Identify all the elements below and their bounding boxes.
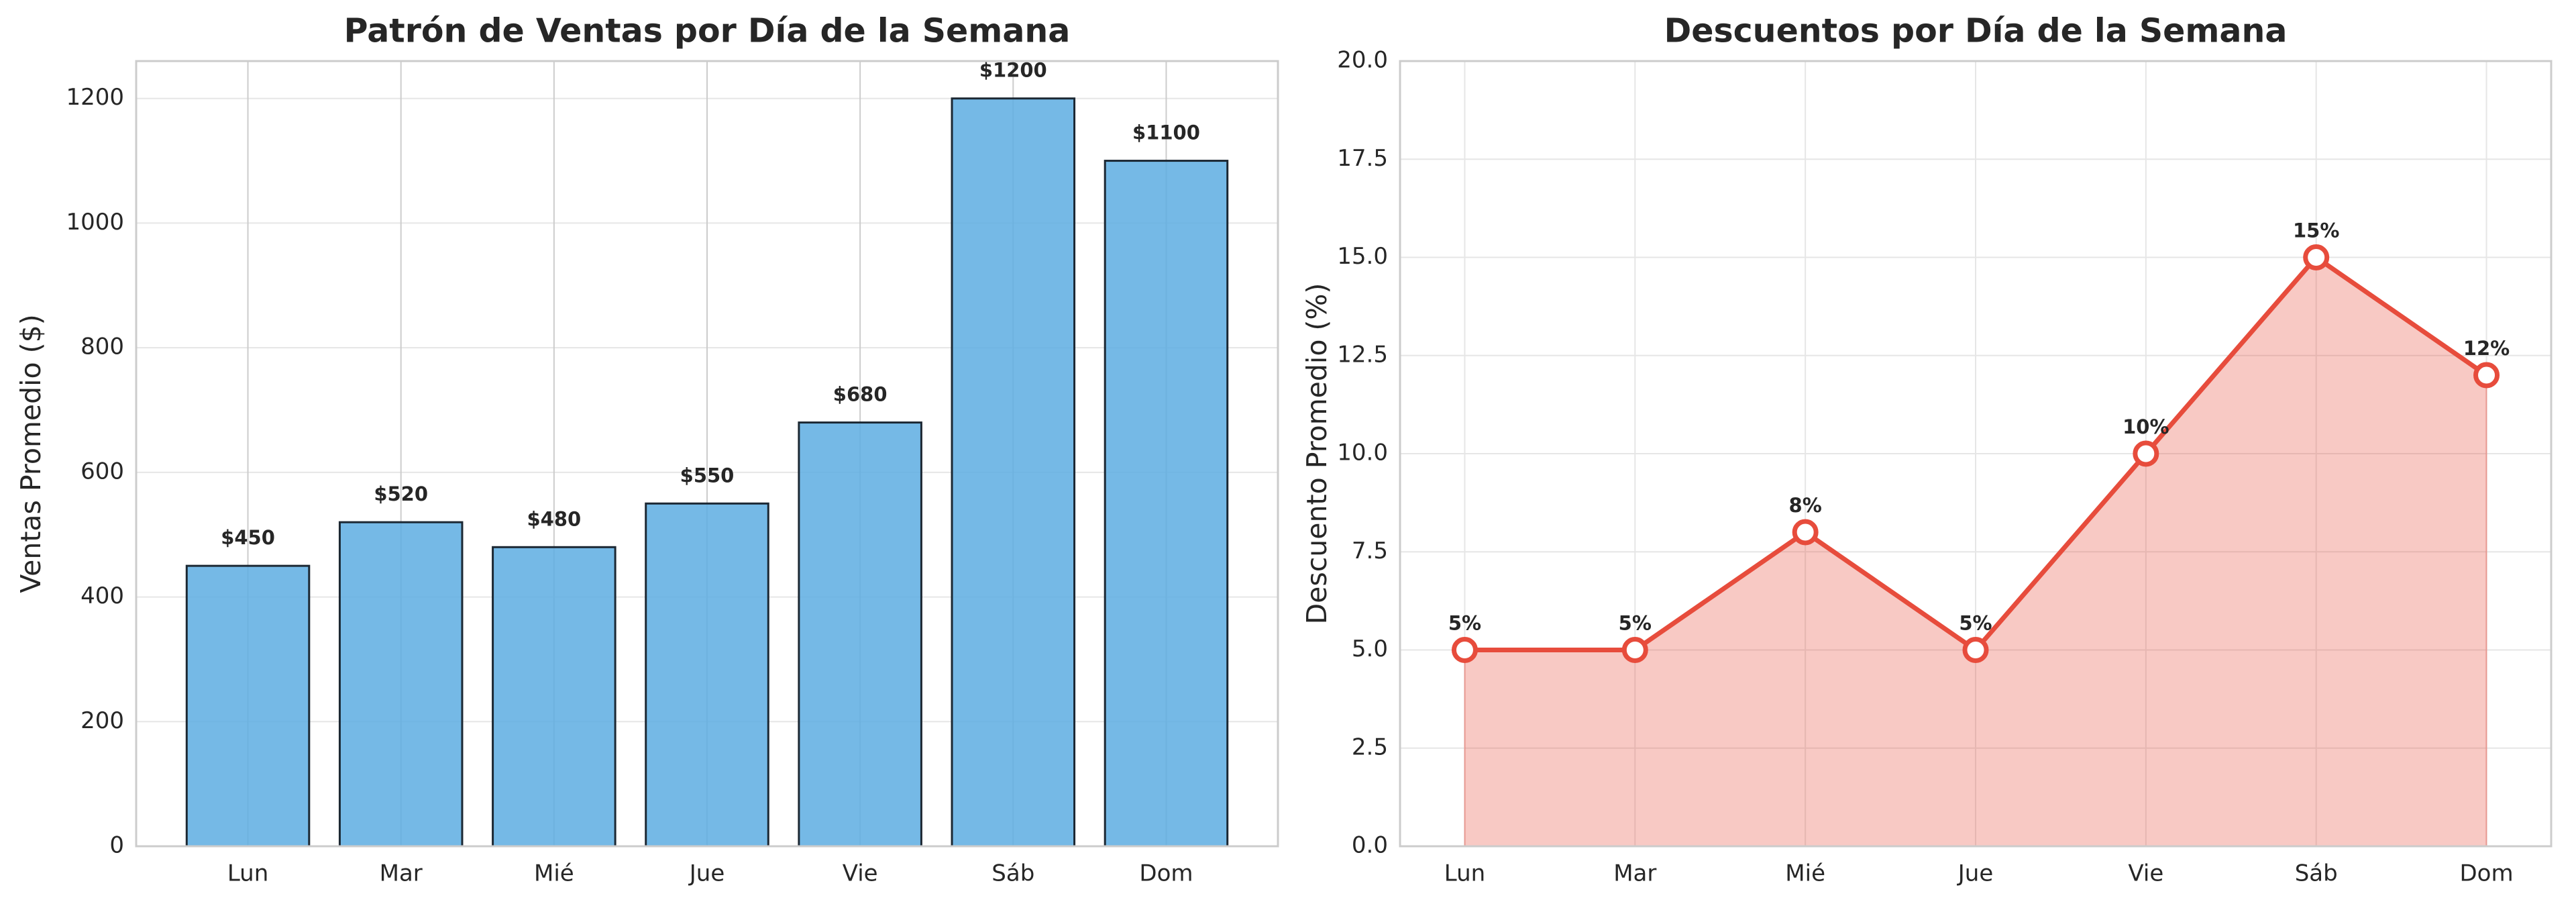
y-tick-label: 200: [80, 707, 124, 734]
bar: [645, 502, 769, 848]
x-tick-label: Mié: [534, 860, 574, 887]
value-label: 15%: [2293, 219, 2339, 242]
value-label: 5%: [1448, 612, 1481, 635]
value-label: 12%: [2463, 337, 2510, 360]
y-axis-label: Ventas Promedio ($): [15, 314, 47, 593]
bar: [492, 546, 616, 848]
x-tick-label: Sáb: [2295, 860, 2338, 887]
value-label: 10%: [2123, 415, 2169, 438]
y-tick-label: 600: [80, 458, 124, 485]
y-axis-label: Descuento Promedio (%): [1301, 283, 1333, 625]
plot-frame: [135, 60, 1279, 848]
x-tick-label: Mar: [1613, 860, 1656, 887]
y-tick-label: 5.0: [1352, 636, 1388, 662]
x-tick-label: Vie: [843, 860, 878, 887]
y-tick-label: 400: [80, 583, 124, 609]
y-tick-label: 1200: [66, 84, 124, 111]
point: [1621, 637, 1648, 663]
y-tick-label: 15.0: [1337, 243, 1388, 270]
bar: [798, 421, 922, 848]
x-tick-label: Sáb: [991, 860, 1034, 887]
y-tick-label: 20.0: [1337, 47, 1388, 74]
y-tick-label: 800: [80, 334, 124, 360]
y-tick-label: 12.5: [1337, 341, 1388, 368]
point: [1792, 519, 1819, 546]
x-tick-label: Jue: [688, 860, 725, 887]
bar: [951, 97, 1076, 848]
x-tick-label: Dom: [2459, 860, 2513, 887]
value-label: $1100: [1132, 121, 1200, 144]
y-tick-label: 17.5: [1337, 145, 1388, 172]
y-tick-label: 10.0: [1337, 440, 1388, 466]
value-label: 8%: [1789, 494, 1822, 517]
y-tick-label: 0: [109, 832, 124, 859]
value-label: 5%: [1959, 612, 1992, 635]
value-label: $520: [374, 483, 428, 505]
value-label: $1200: [979, 59, 1047, 82]
bar: [1104, 160, 1229, 848]
point: [2133, 440, 2159, 467]
point: [1451, 637, 1478, 663]
plot-frame: [1399, 60, 2553, 848]
value-label: $480: [527, 507, 581, 530]
value-label: 5%: [1619, 612, 1652, 635]
y-tick-label: 2.5: [1352, 734, 1388, 760]
x-tick-label: Lun: [1444, 860, 1485, 887]
point: [2473, 362, 2500, 389]
x-tick-label: Lun: [227, 860, 268, 887]
x-tick-label: Vie: [2128, 860, 2163, 887]
x-tick-label: Mié: [1785, 860, 1825, 887]
value-label: $680: [833, 383, 888, 406]
x-tick-label: Dom: [1139, 860, 1193, 887]
bar: [338, 521, 464, 848]
point: [2303, 244, 2330, 270]
x-tick-label: Mar: [380, 860, 423, 887]
value-label: $550: [680, 464, 735, 487]
y-tick-label: 1000: [66, 209, 124, 236]
y-tick-label: 0.0: [1352, 832, 1388, 859]
chart-title: Patrón de Ventas por Día de la Semana: [344, 12, 1071, 50]
bar: [185, 564, 311, 848]
y-tick-label: 7.5: [1352, 538, 1388, 564]
point: [1962, 637, 1989, 663]
chart-title: Descuentos por Día de la Semana: [1664, 12, 2288, 50]
value-label: $450: [221, 526, 275, 549]
x-tick-label: Jue: [1957, 860, 1994, 887]
